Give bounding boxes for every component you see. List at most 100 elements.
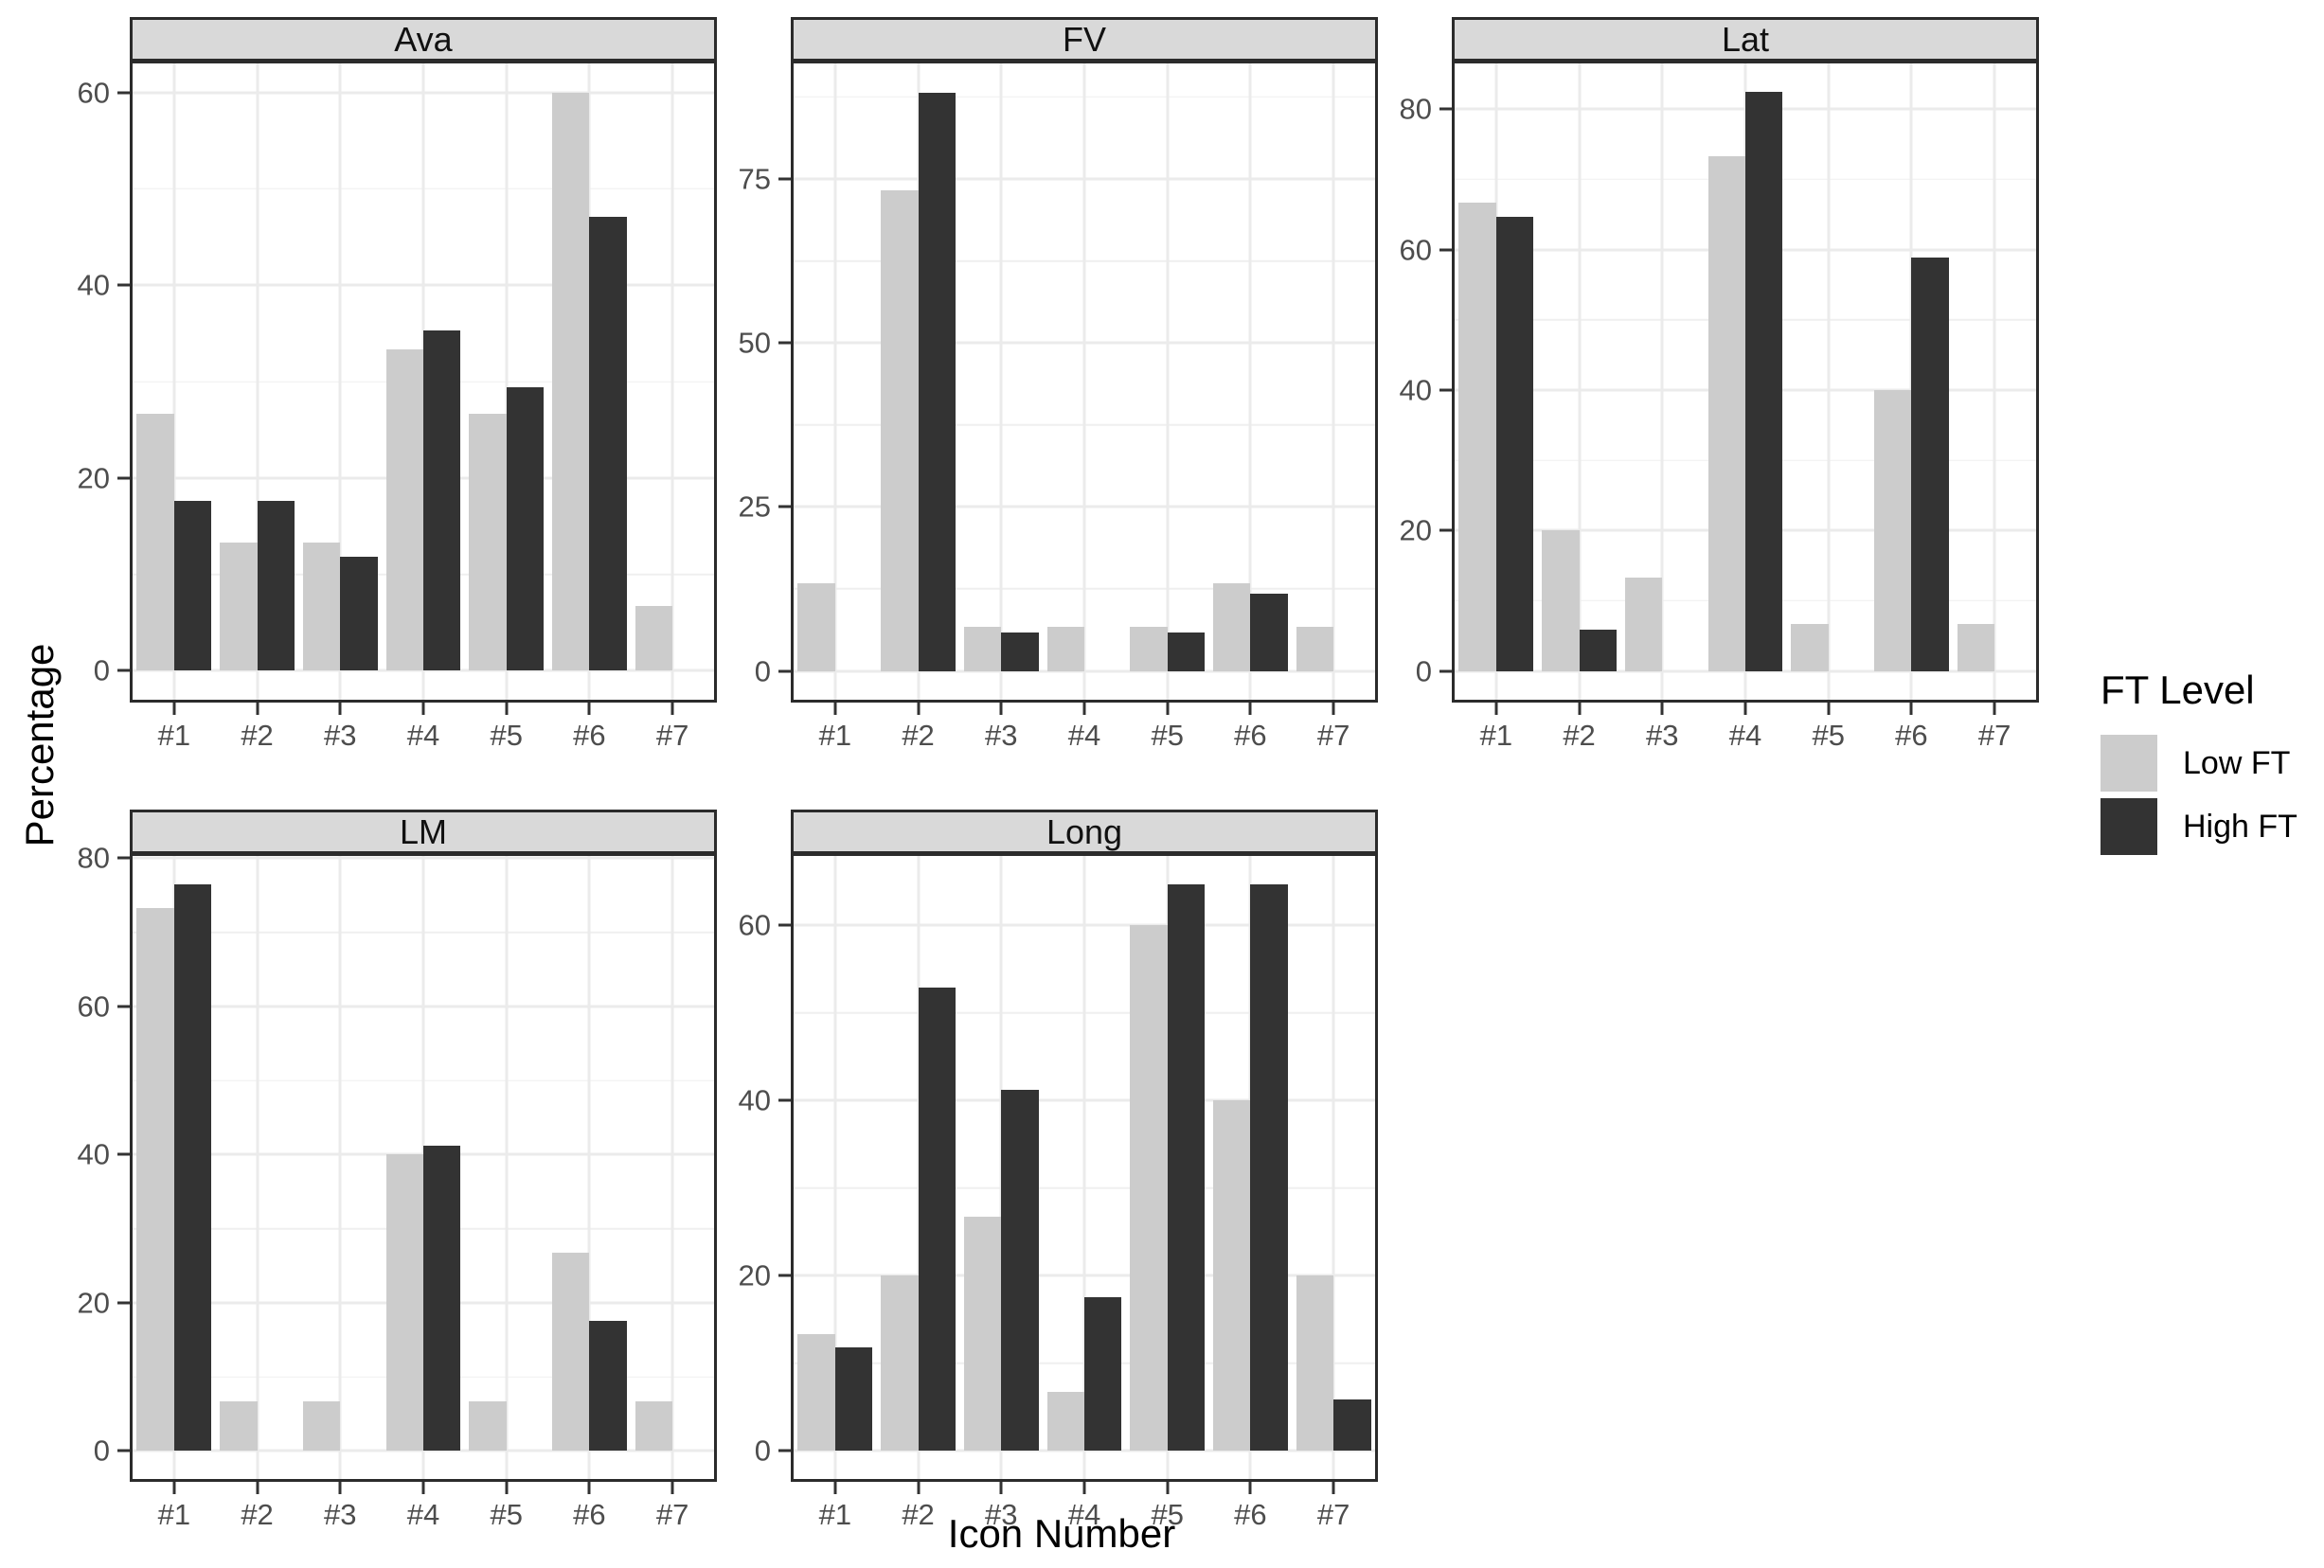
x-tick-label: #1 bbox=[1479, 719, 1513, 752]
facet-panel: 0 20 40 60 80 #1 #2 #3 #4 #5 #6 #7 bbox=[78, 844, 717, 1529]
x-tick-label: #5 bbox=[1812, 719, 1845, 752]
x-tick-label: #3 bbox=[324, 1498, 357, 1531]
bar-high-ft bbox=[173, 883, 212, 1452]
facet-title: Lat bbox=[1721, 19, 1770, 59]
legend-label-high-ft: High FT bbox=[2183, 809, 2297, 845]
y-tick-label: 60 bbox=[77, 989, 110, 1024]
bar-high-ft bbox=[1250, 593, 1288, 671]
x-tick-mark bbox=[999, 1482, 1003, 1494]
x-tick-mark bbox=[1743, 703, 1747, 715]
bar-low-ft bbox=[136, 907, 174, 1452]
bar-high-ft bbox=[1745, 92, 1783, 671]
bar-high-ft bbox=[340, 557, 378, 671]
x-tick-label: #4 bbox=[406, 719, 440, 752]
x-tick-label: #6 bbox=[573, 719, 606, 752]
bar-low-ft bbox=[469, 1400, 507, 1452]
bar-high-ft bbox=[918, 987, 956, 1452]
x-tick-mark bbox=[1660, 703, 1664, 715]
y-tick-mark bbox=[1439, 248, 1452, 252]
x-tick-mark bbox=[256, 703, 259, 715]
bar-low-ft bbox=[963, 1217, 1002, 1452]
y-tick-mark bbox=[778, 923, 791, 927]
bar-low-ft bbox=[635, 606, 673, 671]
x-tick-label: #7 bbox=[655, 1498, 689, 1531]
facet-panel: 0 20 40 60 80 #1 #2 #3 #4 #5 #6 #7 bbox=[1400, 62, 2039, 750]
bar-low-ft bbox=[1130, 925, 1168, 1452]
bar-low-ft bbox=[136, 413, 174, 671]
x-tick-mark bbox=[1248, 1482, 1252, 1494]
x-tick-mark bbox=[1494, 703, 1498, 715]
facet-panel: 0 25 50 75 #1 #2 #3 #4 #5 #6 #7 bbox=[739, 62, 1378, 750]
x-tick-label: #5 bbox=[1151, 719, 1184, 752]
y-tick-label: 0 bbox=[1415, 654, 1432, 688]
x-tick-label: #3 bbox=[985, 1498, 1018, 1531]
gridline-x bbox=[1660, 63, 1664, 700]
y-tick-mark bbox=[117, 1301, 130, 1305]
x-tick-mark bbox=[505, 1482, 509, 1494]
bar-high-ft bbox=[423, 1145, 461, 1452]
bar-low-ft bbox=[302, 1400, 341, 1452]
y-tick-label: 0 bbox=[754, 1434, 771, 1468]
x-tick-mark bbox=[833, 1482, 837, 1494]
x-tick-mark bbox=[1332, 703, 1335, 715]
x-tick-mark bbox=[1332, 1482, 1335, 1494]
bar-high-ft bbox=[1333, 1399, 1371, 1452]
bar-low-ft bbox=[1046, 627, 1084, 671]
x-tick-mark bbox=[1082, 703, 1086, 715]
bar-high-ft bbox=[834, 1347, 873, 1452]
gridline-x bbox=[1332, 856, 1335, 1479]
gridline-x bbox=[587, 856, 591, 1479]
gridline-x bbox=[1578, 63, 1582, 700]
y-tick-mark bbox=[117, 856, 130, 860]
bar-high-ft bbox=[1250, 883, 1288, 1452]
gridline-x bbox=[505, 856, 509, 1479]
bar-high-ft bbox=[173, 501, 212, 671]
facet-title: LM bbox=[399, 811, 447, 851]
x-tick-label: #4 bbox=[1728, 719, 1762, 752]
bar-high-ft bbox=[918, 92, 956, 671]
x-tick-label: #2 bbox=[902, 1498, 935, 1531]
facet-strip: Lat bbox=[1452, 17, 2039, 62]
bar-low-ft bbox=[1458, 202, 1496, 671]
facet-title: Ava bbox=[394, 19, 453, 59]
bar-low-ft bbox=[1957, 623, 1995, 671]
bar-high-ft bbox=[1579, 629, 1618, 671]
bar-high-ft bbox=[589, 1320, 627, 1452]
facet-ava: Ava 0 20 40 60 #1 #2 #3 #4 #5 #6 #7 bbox=[78, 17, 717, 750]
y-tick-label: 60 bbox=[1399, 233, 1432, 267]
bar-low-ft bbox=[797, 583, 835, 671]
y-tick-label: 75 bbox=[738, 162, 771, 196]
y-tick-label: 20 bbox=[738, 1258, 771, 1292]
bar-low-ft bbox=[881, 189, 919, 671]
bar-high-ft bbox=[257, 501, 295, 671]
x-tick-mark bbox=[833, 703, 837, 715]
y-tick-mark bbox=[117, 668, 130, 672]
y-tick-label: 0 bbox=[754, 654, 771, 688]
legend-key-high-ft-swatch bbox=[2101, 798, 2157, 855]
facet-lm: LM 0 20 40 60 80 #1 #2 #3 #4 #5 #6 #7 bbox=[78, 810, 717, 1529]
y-tick-mark bbox=[778, 1274, 791, 1277]
gridline-x bbox=[256, 856, 259, 1479]
y-tick-mark bbox=[1439, 669, 1452, 673]
y-tick-mark bbox=[117, 1152, 130, 1156]
bar-low-ft bbox=[551, 1253, 590, 1452]
bar-high-ft bbox=[1495, 216, 1534, 671]
x-tick-mark bbox=[917, 1482, 921, 1494]
bar-low-ft bbox=[302, 543, 341, 671]
gridline-x bbox=[1166, 63, 1170, 700]
facet-fv: FV 0 25 50 75 #1 #2 #3 #4 #5 #6 #7 bbox=[739, 17, 1378, 750]
y-tick-label: 0 bbox=[93, 1434, 110, 1468]
x-tick-label: #1 bbox=[157, 719, 191, 752]
y-tick-label: 0 bbox=[93, 653, 110, 687]
bar-low-ft bbox=[1296, 1275, 1334, 1452]
bar-low-ft bbox=[551, 92, 590, 671]
y-tick-mark bbox=[117, 1005, 130, 1008]
gridline-x bbox=[833, 63, 837, 700]
facet-long: Long 0 20 40 60 #1 #2 #3 #4 #5 #6 #7 bbox=[739, 810, 1378, 1529]
facet-strip: Ava bbox=[130, 17, 717, 62]
bar-high-ft bbox=[1001, 632, 1039, 671]
x-tick-mark bbox=[505, 703, 509, 715]
facet-strip: LM bbox=[130, 810, 717, 854]
x-tick-label: #6 bbox=[573, 1498, 606, 1531]
